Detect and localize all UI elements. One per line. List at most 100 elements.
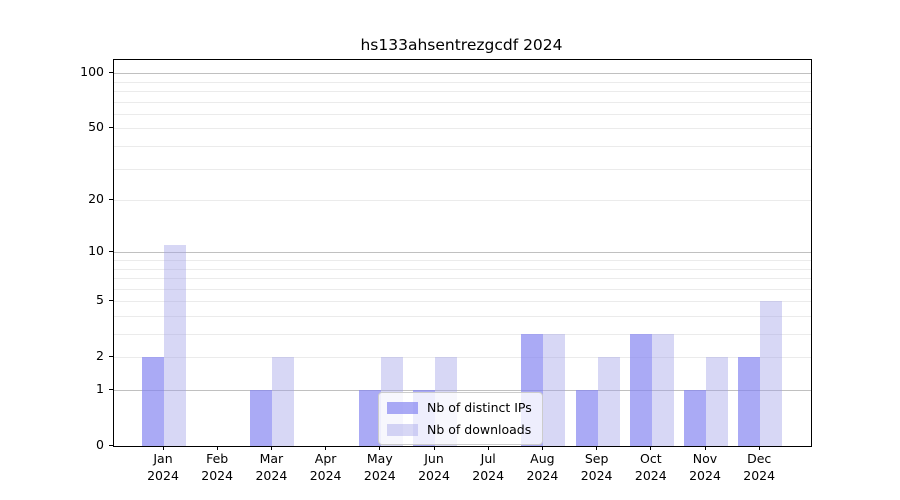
x-tick-label: Aug 2024 — [507, 450, 577, 484]
x-tick-label: Sep 2024 — [562, 450, 632, 484]
x-tick-month: Aug — [530, 451, 555, 466]
y-tick-label: 100 — [80, 64, 104, 80]
y-tick — [109, 388, 113, 390]
bar-downloads-oct-2024 — [651, 334, 674, 446]
x-tick-month: Dec — [747, 451, 772, 466]
x-tick-month: Apr — [314, 451, 337, 466]
gridline-minor — [114, 301, 811, 303]
x-tick-year: 2024 — [472, 468, 505, 483]
x-tick-year: 2024 — [255, 468, 288, 483]
x-tick-month: Jun — [424, 451, 444, 466]
x-tick — [596, 446, 598, 451]
gridline-major — [114, 390, 811, 391]
bar-downloads-sep-2024 — [597, 357, 620, 446]
y-tick-label: 1 — [96, 381, 104, 396]
gridline-minor — [114, 268, 811, 270]
legend-label-downloads: Nb of downloads — [427, 422, 532, 437]
x-tick-label: Mar 2024 — [236, 450, 306, 484]
bar-distinct-ips-mar-2024 — [250, 390, 273, 446]
plot-area: Nb of distinct IPs Nb of downloads — [113, 59, 812, 447]
x-tick-month: Jul — [480, 451, 496, 466]
x-tick-label: Oct 2024 — [616, 450, 686, 484]
y-tick — [109, 198, 113, 200]
x-tick-label: May 2024 — [345, 450, 415, 484]
gridline-minor — [114, 334, 811, 336]
bar-downloads-nov-2024 — [706, 357, 728, 446]
x-tick-year: 2024 — [309, 468, 342, 483]
gridline-minor — [114, 101, 811, 103]
y-tick-label: 2 — [96, 348, 104, 364]
y-tick-label: 0 — [96, 437, 104, 452]
x-tick-year: 2024 — [580, 468, 613, 483]
x-tick — [270, 446, 273, 451]
x-tick-year: 2024 — [689, 468, 721, 483]
x-tick-month: Jan — [153, 451, 173, 466]
bar-distinct-ips-jan-2024 — [142, 357, 164, 446]
gridline-minor — [114, 315, 811, 317]
gridline-minor — [114, 91, 811, 93]
x-tick-label: Feb 2024 — [182, 450, 252, 484]
x-tick-label: Jun 2024 — [399, 450, 469, 484]
x-tick — [162, 446, 164, 451]
y-tick — [109, 126, 113, 129]
legend-swatch-downloads — [387, 423, 418, 436]
grid-layer — [114, 60, 811, 446]
legend-label-distinct-ips: Nb of distinct IPs — [427, 400, 532, 415]
gridline-minor — [114, 260, 811, 261]
bar-distinct-ips-sep-2024 — [575, 390, 598, 446]
y-tick-label: 20 — [88, 191, 104, 207]
x-tick — [325, 446, 327, 451]
gridline-minor — [114, 200, 811, 202]
x-tick-label: Apr 2024 — [291, 450, 361, 484]
x-tick-month: Feb — [206, 451, 229, 466]
y-tick-label: 5 — [96, 292, 104, 308]
x-tick-label: Jan 2024 — [128, 450, 198, 484]
x-tick-label: Dec 2024 — [724, 450, 794, 484]
y-tick — [109, 250, 113, 252]
bar-downloads-dec-2024 — [760, 301, 783, 446]
gridline-minor — [114, 81, 811, 83]
bar-distinct-ips-dec-2024 — [738, 357, 761, 446]
gridline-minor — [114, 128, 811, 130]
x-tick — [433, 446, 435, 451]
gridline-major — [114, 252, 811, 254]
legend-item-distinct-ips: Nb of distinct IPs — [387, 400, 532, 415]
y-tick-label: 50 — [88, 119, 104, 135]
gridline-minor — [114, 357, 811, 359]
x-tick — [758, 446, 760, 451]
x-tick — [650, 446, 652, 451]
x-tick-month: Nov — [692, 451, 718, 466]
bar-downloads-jan-2024 — [164, 245, 186, 446]
gridline-minor — [114, 146, 811, 148]
x-tick-year: 2024 — [147, 468, 179, 483]
chart-title: hs133ahsentrezgcdf 2024 — [360, 36, 563, 54]
bar-distinct-ips-may-2024 — [358, 390, 381, 446]
x-tick-year: 2024 — [363, 468, 396, 483]
x-tick — [541, 446, 544, 451]
gridline-major — [114, 73, 811, 75]
bars-layer — [114, 60, 811, 446]
y-tick — [109, 71, 113, 73]
x-tick-month: Sep — [584, 451, 609, 466]
y-tick-label: 10 — [88, 243, 104, 259]
x-tick-year: 2024 — [201, 468, 234, 483]
legend-item-downloads: Nb of downloads — [387, 422, 532, 437]
legend: Nb of distinct IPs Nb of downloads — [378, 392, 543, 445]
x-tick-year: 2024 — [743, 468, 776, 483]
x-tick-label: Nov 2024 — [670, 450, 740, 484]
y-tick — [109, 299, 113, 301]
x-tick-month: May — [366, 451, 393, 466]
bar-distinct-ips-oct-2024 — [629, 334, 652, 446]
gridline-minor — [114, 278, 811, 280]
x-tick-year: 2024 — [526, 468, 559, 483]
x-tick — [487, 446, 489, 451]
gridline-minor — [114, 113, 811, 115]
bar-distinct-ips-nov-2024 — [684, 390, 706, 446]
legend-swatch-distinct-ips — [387, 401, 418, 414]
gridline-minor — [114, 168, 811, 170]
bar-downloads-aug-2024 — [543, 334, 566, 446]
x-tick-label: Jul 2024 — [453, 450, 523, 484]
x-tick-year: 2024 — [418, 468, 450, 483]
x-tick-month: Oct — [639, 451, 662, 466]
